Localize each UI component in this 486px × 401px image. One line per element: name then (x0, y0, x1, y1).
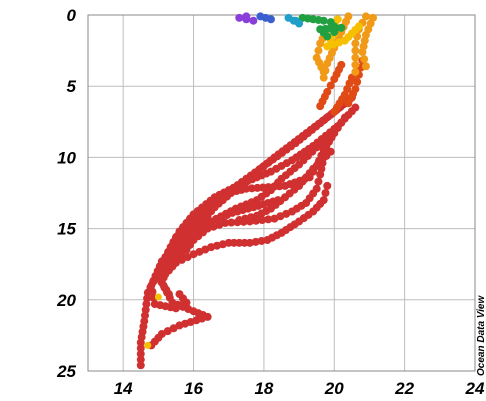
data-points (136, 12, 377, 370)
data-point (323, 181, 332, 190)
data-point (330, 107, 339, 116)
data-point (256, 12, 265, 21)
plot-frame (87, 14, 476, 372)
data-point (326, 81, 335, 90)
data-point (319, 16, 328, 25)
highlight-point (144, 341, 152, 349)
data-point (251, 237, 260, 246)
y-tick-label: 25 (56, 362, 76, 381)
data-point (249, 16, 258, 25)
x-tick-label: 20 (324, 379, 344, 398)
highlight-point (154, 293, 162, 301)
data-point (351, 60, 360, 69)
data-point (264, 215, 273, 224)
data-point (182, 245, 191, 254)
data-point (314, 177, 323, 186)
data-point (351, 46, 360, 55)
data-point (351, 67, 360, 76)
data-point (227, 218, 236, 227)
x-tick-label: 24 (465, 379, 485, 398)
data-point (316, 39, 325, 48)
data-point (360, 55, 369, 64)
data-point (175, 290, 184, 299)
data-point (316, 170, 325, 179)
y-axis-tick-labels: 0 5 10 15 20 25 (56, 6, 76, 381)
watermark-text: Ocean Data View (476, 295, 486, 376)
data-point (351, 39, 360, 48)
data-point (147, 281, 156, 290)
data-point (136, 355, 145, 364)
data-point (314, 46, 323, 55)
data-point (319, 73, 328, 82)
data-point (136, 361, 145, 370)
data-point (257, 236, 266, 245)
data-point (136, 344, 145, 353)
data-point (321, 189, 330, 197)
data-point (164, 255, 173, 264)
data-point (337, 23, 346, 32)
data-point (333, 15, 342, 24)
data-point (330, 75, 339, 84)
data-point (161, 270, 170, 279)
y-tick-label: 20 (56, 291, 76, 310)
data-point (270, 214, 279, 223)
x-axis-tick-labels: 14 16 18 20 22 24 (114, 379, 485, 398)
data-point (136, 338, 145, 347)
x-tick-label: 18 (254, 379, 273, 398)
y-tick-label: 15 (57, 220, 76, 239)
x-tick-label: 14 (114, 379, 133, 398)
data-point (235, 13, 244, 22)
data-point (242, 15, 251, 24)
data-point (358, 48, 367, 57)
x-tick-label: 22 (394, 379, 414, 398)
data-point (263, 235, 272, 244)
data-point (361, 62, 370, 71)
data-point (361, 12, 370, 21)
x-tick-label: 16 (184, 379, 203, 398)
data-point (136, 349, 145, 358)
data-point (319, 67, 328, 76)
data-point (291, 16, 300, 25)
data-point (323, 59, 332, 68)
data-point (354, 22, 363, 31)
y-tick-label: 0 (67, 6, 77, 25)
data-point (148, 287, 157, 296)
data-point (316, 102, 325, 111)
data-point (164, 290, 173, 299)
data-point (344, 99, 353, 108)
data-point (235, 216, 244, 225)
y-tick-label: 5 (67, 77, 77, 96)
y-tick-label: 10 (57, 148, 76, 167)
data-point (351, 53, 360, 62)
